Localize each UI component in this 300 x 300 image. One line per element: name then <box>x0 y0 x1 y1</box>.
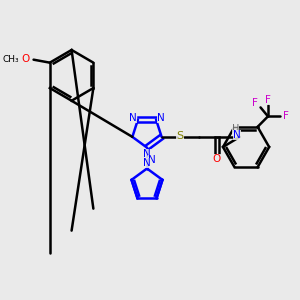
Text: N: N <box>129 113 136 123</box>
Text: F: F <box>252 98 258 108</box>
Text: F: F <box>284 111 289 121</box>
Text: F: F <box>265 95 271 105</box>
Text: N: N <box>143 158 151 167</box>
Text: N: N <box>233 130 241 140</box>
Text: N: N <box>148 154 156 165</box>
Text: O: O <box>213 154 221 164</box>
Text: H: H <box>232 124 239 134</box>
Text: S: S <box>176 131 184 141</box>
Text: O: O <box>21 54 29 64</box>
Text: CH₃: CH₃ <box>2 55 19 64</box>
Text: N: N <box>158 113 165 123</box>
Text: N: N <box>143 148 151 159</box>
